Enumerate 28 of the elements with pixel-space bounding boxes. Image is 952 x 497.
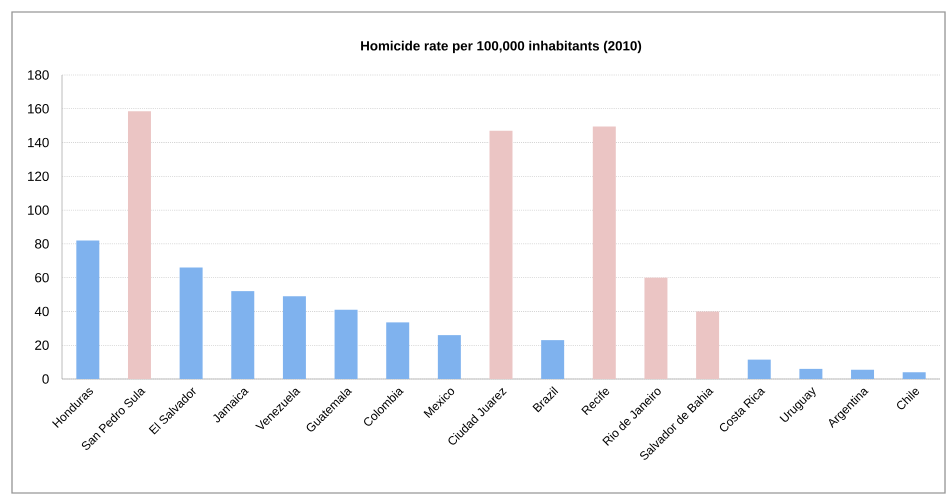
bar — [851, 370, 874, 379]
bar — [76, 240, 100, 379]
bar — [438, 335, 461, 379]
bar — [902, 372, 926, 379]
y-tick-label: 80 — [35, 239, 49, 249]
bar — [541, 340, 564, 379]
bar — [128, 111, 151, 379]
y-tick-label: 140 — [28, 138, 49, 148]
bar — [180, 268, 203, 379]
y-tick-label: 0 — [42, 374, 49, 384]
y-tick-label: 20 — [35, 340, 49, 350]
y-tick-label: 120 — [28, 172, 49, 182]
bar — [799, 368, 822, 379]
bar — [386, 322, 410, 379]
bar — [696, 311, 720, 379]
bar — [334, 310, 358, 379]
bar — [592, 126, 616, 379]
bar — [231, 291, 254, 379]
y-tick-label: 100 — [28, 205, 49, 215]
y-tick-label: 180 — [28, 70, 49, 80]
y-tick-label: 60 — [35, 272, 49, 282]
bar — [748, 360, 771, 379]
y-tick-label: 160 — [28, 104, 49, 114]
bar — [490, 130, 513, 379]
y-tick-label: 40 — [34, 306, 49, 316]
bar — [644, 278, 668, 379]
bar — [282, 296, 306, 379]
chart-title: Homicide rate per 100,000 inhabitants (2010) — [361, 40, 642, 54]
